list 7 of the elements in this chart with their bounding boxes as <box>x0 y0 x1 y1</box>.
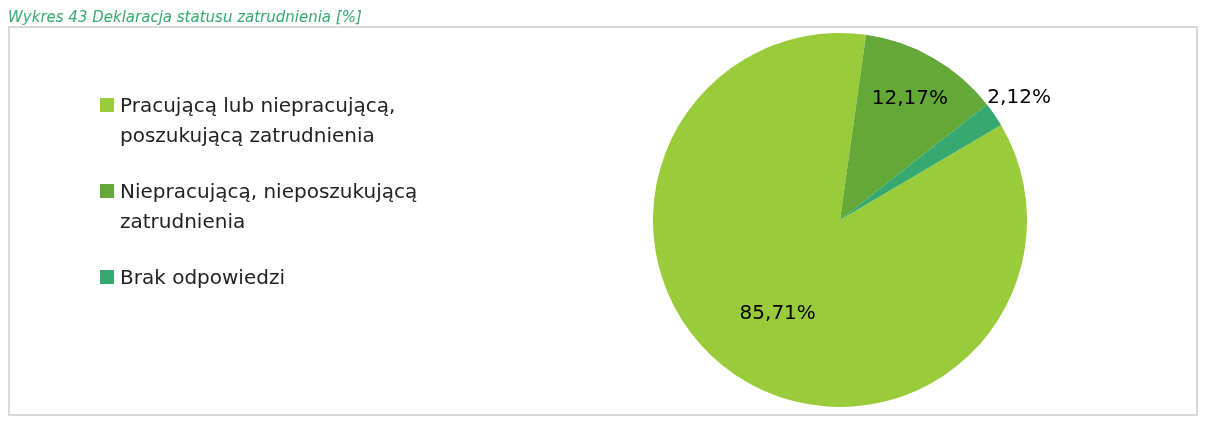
data-label: 2,12% <box>987 83 1051 108</box>
legend-label: Niepracującą, nieposzukującą zatrudnienia <box>120 178 419 235</box>
legend-label: Pracującą lub niepracującą, poszukującą zatrudnienia <box>120 92 397 149</box>
data-label: 12,17% <box>871 84 949 109</box>
data-label: 85,71% <box>739 299 816 324</box>
legend-label: Brak odpowiedzi <box>120 264 285 291</box>
chart-title: Wykres 43 Deklaracja statusu zatrudnienia [%] <box>8 8 363 26</box>
